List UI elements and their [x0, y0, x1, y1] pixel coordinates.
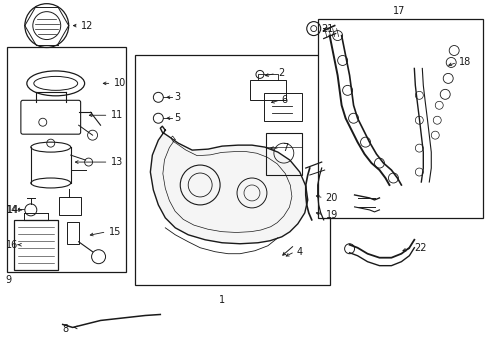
Bar [14, 220, 58, 270]
Text: 21: 21 [321, 24, 333, 33]
Text: 8: 8 [62, 324, 69, 334]
Text: 1: 1 [219, 294, 224, 305]
Text: 14: 14 [7, 205, 19, 215]
Text: 9: 9 [5, 275, 11, 285]
Text: 6: 6 [281, 95, 287, 105]
Bar [59, 197, 81, 215]
Polygon shape [150, 126, 307, 244]
Bar [265, 133, 301, 175]
Text: 12: 12 [81, 21, 93, 31]
Text: 13: 13 [110, 157, 122, 167]
Text: 7: 7 [281, 143, 287, 153]
Text: 20: 20 [325, 193, 337, 203]
Text: 19: 19 [325, 210, 337, 220]
Text: 17: 17 [392, 6, 405, 15]
Text: 18: 18 [458, 58, 470, 67]
Text: 15: 15 [108, 227, 121, 237]
Text: 5: 5 [174, 113, 180, 123]
Bar [135, 55, 329, 285]
Text: 10: 10 [113, 78, 125, 88]
Text: 11: 11 [110, 110, 122, 120]
Text: 2: 2 [277, 68, 284, 78]
Bar [249, 80, 285, 100]
Text: 4: 4 [296, 247, 302, 257]
Bar [264, 93, 301, 121]
Text: 14←: 14← [6, 205, 26, 215]
Text: 22: 22 [413, 243, 426, 253]
Bar [7, 46, 126, 272]
Text: 3: 3 [174, 92, 180, 102]
Bar [317, 19, 482, 218]
Bar [66, 222, 79, 244]
Text: 16: 16 [6, 240, 18, 250]
